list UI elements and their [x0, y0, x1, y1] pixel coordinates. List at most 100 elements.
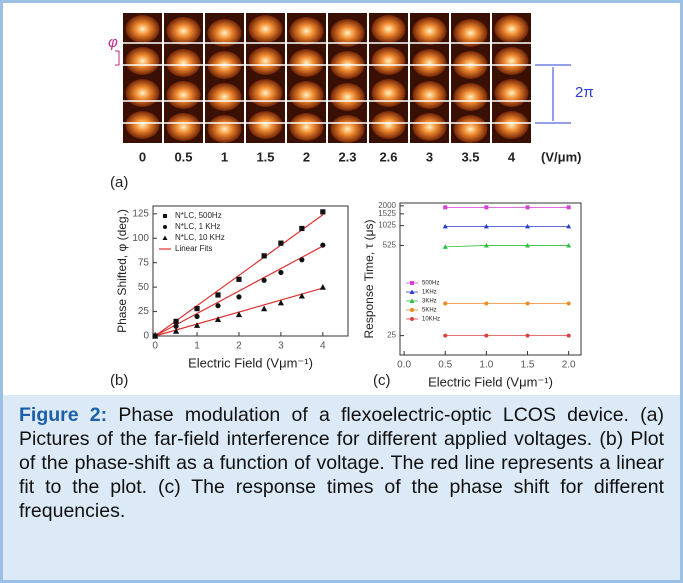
legend-label: N*LC, 1 KHz — [175, 222, 220, 231]
fringe — [166, 113, 201, 141]
voltage-label: 2.6 — [379, 149, 397, 164]
marker — [172, 328, 180, 334]
marker — [443, 205, 448, 210]
y-tick-label: 100 — [132, 233, 149, 244]
legend-label: N*LC, 10 KHz — [175, 233, 225, 242]
marker — [173, 323, 179, 329]
y-tick-label: 2000 — [378, 201, 396, 210]
marker — [151, 332, 159, 339]
fringe — [207, 83, 242, 111]
marker — [442, 244, 448, 249]
voltage-label: 2.3 — [338, 149, 356, 164]
y-tick-label: 125 — [132, 208, 149, 219]
y-tick-label: 525 — [383, 241, 397, 250]
y-tick-label: 1525 — [378, 209, 396, 218]
marker — [278, 269, 284, 276]
fringe — [453, 19, 488, 47]
fringe — [166, 81, 201, 109]
marker — [566, 205, 571, 210]
marker — [298, 292, 305, 299]
marker — [194, 313, 200, 320]
y-axis-label: Phase Shifted, φ (deg.) — [115, 209, 129, 333]
x-tick-label: 2 — [236, 341, 242, 352]
marker — [525, 301, 530, 306]
fringe — [412, 113, 447, 141]
marker — [236, 276, 242, 282]
figure-graphics: 0 0.5 1 1.5 2 2.3 2.6 3 3.5 4 (V/μm) φ 2π (a) 0 1 2 3 4 0 25… — [108, 13, 594, 389]
caption-text: Phase modulation of a flexoelectric-opti… — [19, 404, 665, 522]
marker — [215, 292, 221, 298]
fringe — [125, 79, 160, 107]
x-tick-label: 4 — [320, 341, 326, 352]
y-tick-label: 25 — [387, 331, 396, 340]
legend-label: 10KHz — [422, 317, 440, 323]
marker — [277, 299, 285, 306]
marker — [525, 242, 531, 248]
marker — [566, 223, 572, 229]
fringe — [248, 47, 283, 75]
legend-marker — [410, 308, 414, 312]
y-tick-label: 1025 — [378, 221, 396, 230]
fringe — [248, 15, 283, 43]
fringe — [248, 79, 283, 107]
marker — [483, 223, 489, 229]
fringe — [412, 49, 447, 77]
fringe — [494, 15, 529, 43]
x-axis-label: Electric Field (Vμm⁻¹) — [428, 374, 553, 389]
voltage-label: 3.5 — [461, 149, 479, 164]
fringe — [289, 17, 324, 45]
fringe — [248, 111, 283, 139]
caption: Figure 2: Phase modulation of a flexoele… — [3, 395, 680, 580]
fringe — [166, 17, 201, 45]
marker — [525, 223, 531, 229]
fringe — [371, 79, 406, 107]
legend-label: Linear Fits — [175, 244, 212, 253]
fringe — [371, 47, 406, 75]
marker — [443, 301, 448, 306]
marker — [484, 301, 489, 306]
legend-marker — [162, 235, 168, 240]
y-tick-label: 25 — [138, 306, 150, 317]
legend-marker — [163, 214, 167, 218]
panel-label: (b) — [110, 372, 128, 389]
voltage-label: 0 — [139, 149, 146, 164]
y-axis-label: Response Time, τ (μs) — [362, 219, 376, 338]
x-tick-label: 0.0 — [397, 360, 411, 371]
legend-label: N*LC, 500Hz — [175, 211, 222, 220]
legend-label: 500Hz — [422, 281, 439, 287]
legend-label: 3KHz — [422, 299, 437, 305]
marker — [443, 333, 448, 338]
phi-bracket — [115, 50, 120, 66]
legend-marker — [410, 281, 414, 285]
voltage-label: 0.5 — [174, 149, 192, 164]
voltage-label: 1.5 — [256, 149, 274, 164]
legend-label: 1KHz — [422, 290, 437, 296]
marker — [299, 257, 305, 263]
fringe — [453, 83, 488, 111]
caption-label: Figure 2: — [19, 404, 108, 426]
unit-label: (V/μm) — [541, 149, 581, 164]
x-tick-label: 1.0 — [479, 360, 493, 371]
marker — [525, 333, 530, 338]
two-pi-bracket — [535, 64, 571, 124]
voltage-label: 3 — [426, 149, 433, 164]
fringe — [453, 115, 488, 143]
y-tick-label: 0 — [143, 331, 149, 342]
fringe — [289, 49, 324, 77]
fringe — [412, 81, 447, 109]
plot-frame — [152, 205, 349, 337]
marker — [566, 333, 571, 338]
panel-label: (a) — [110, 174, 128, 191]
fringe — [125, 111, 160, 139]
x-tick-label: 1 — [194, 341, 200, 352]
marker — [194, 306, 200, 312]
marker — [261, 305, 268, 312]
marker — [566, 301, 571, 306]
x-tick-label: 0 — [152, 341, 158, 352]
marker — [484, 205, 489, 210]
marker — [319, 284, 326, 290]
fit-line — [154, 214, 324, 337]
fringe — [330, 19, 365, 47]
marker — [299, 225, 305, 232]
